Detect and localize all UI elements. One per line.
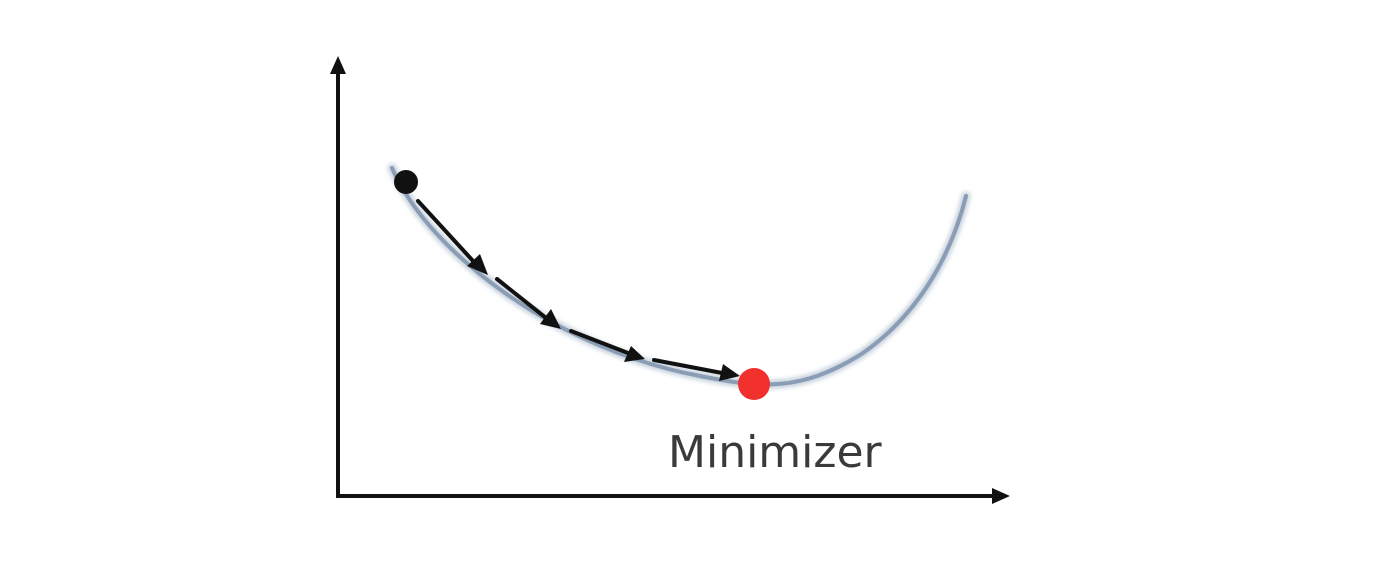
minimizer-label: Minimizer [668, 427, 883, 478]
step-arrowhead-3 [624, 346, 645, 362]
step-arrow-3 [569, 329, 630, 355]
step-arrowhead-4 [719, 364, 740, 381]
step-arrow-1 [416, 199, 476, 264]
step-arrow-4 [652, 358, 724, 375]
axes [330, 56, 1010, 504]
descent-steps [416, 199, 740, 381]
start-point [394, 170, 418, 194]
step-arrow-2 [495, 277, 548, 320]
step-arrowhead-1 [467, 254, 488, 275]
loss-curve-glow [387, 163, 971, 389]
minimizer-point [738, 368, 770, 400]
x-axis-arrowhead [992, 488, 1010, 504]
step-arrowhead-2 [540, 309, 561, 329]
y-axis-arrowhead [330, 56, 346, 74]
